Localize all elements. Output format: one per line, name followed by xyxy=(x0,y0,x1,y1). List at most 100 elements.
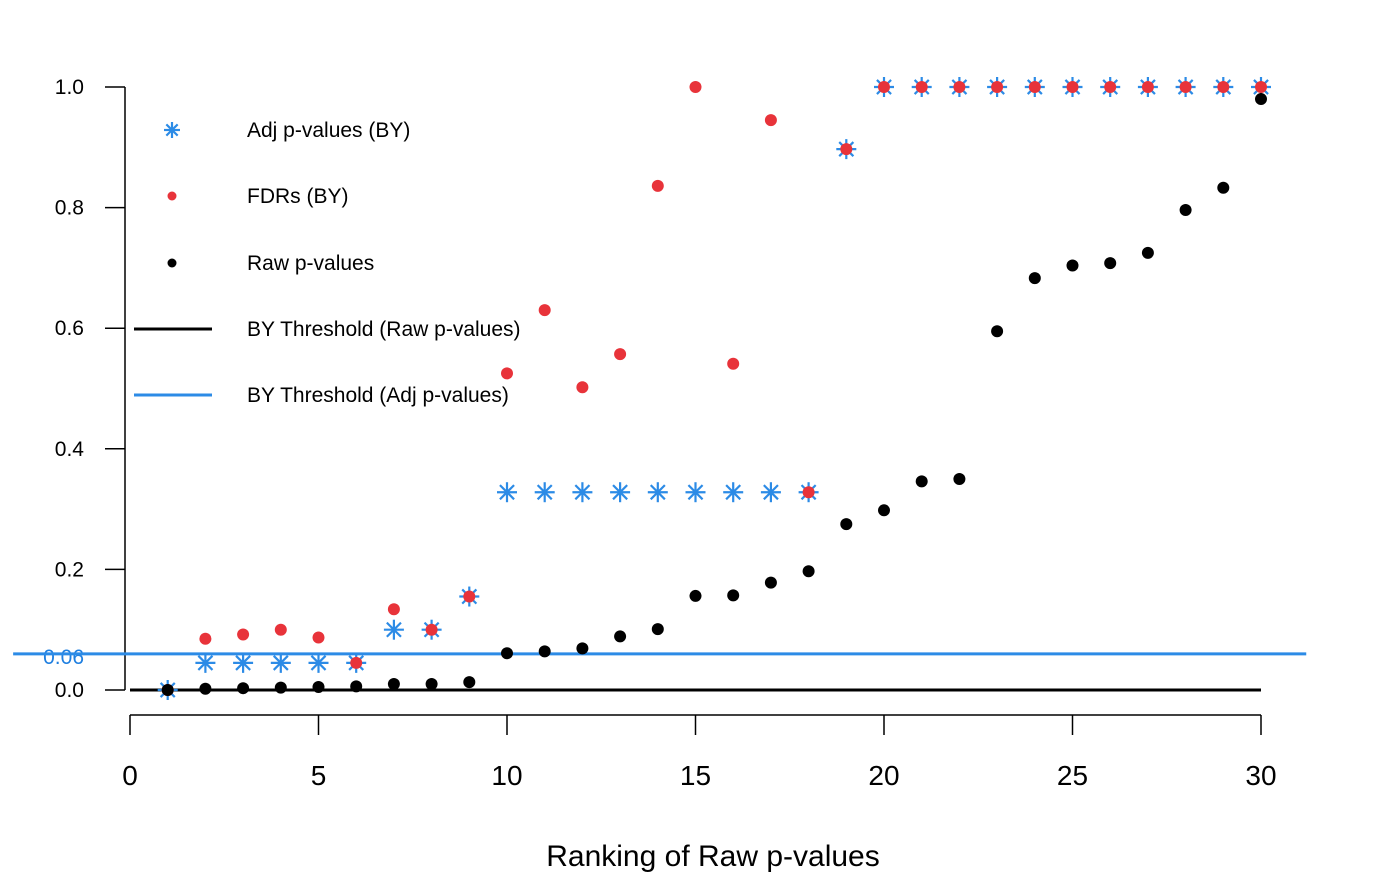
adj-pvalue-point xyxy=(497,482,517,503)
raw-pvalue-point xyxy=(953,472,966,485)
legend-label: Raw p-values xyxy=(247,252,374,275)
raw-pvalue-point xyxy=(237,682,250,695)
y-tick-label: 0.8 xyxy=(55,197,84,220)
adj-pvalue-point xyxy=(534,482,555,503)
x-axis: 0 5 10 15 20 25 30 xyxy=(122,714,1277,791)
fdr-point xyxy=(878,81,890,93)
adj-pvalue-point xyxy=(195,652,216,673)
raw-pvalue-point xyxy=(727,589,740,602)
raw-pvalue-point xyxy=(1179,204,1192,217)
y-tick-label: 1.0 xyxy=(55,76,84,99)
x-axis-title: Ranking of Raw p-values xyxy=(546,840,880,873)
x-tick-label: 25 xyxy=(1057,760,1088,791)
raw-pvalue-point xyxy=(387,677,400,690)
fdr-point xyxy=(1255,81,1267,93)
raw-pvalue-point xyxy=(689,589,702,602)
legend-item: BY Threshold (Raw p-values) xyxy=(134,318,521,341)
x-tick-label: 5 xyxy=(311,760,327,791)
y-tick-label: 0.2 xyxy=(55,558,84,581)
raw-pvalue-point xyxy=(350,680,363,693)
fdr-point xyxy=(915,81,928,93)
fdr-point xyxy=(1066,81,1079,93)
plot-area xyxy=(157,77,1271,700)
raw-pvalue-point xyxy=(614,630,627,643)
fdr-point xyxy=(501,367,513,380)
x-tick-label: 30 xyxy=(1245,760,1276,791)
y-tick-label: 0.6 xyxy=(55,317,84,340)
raw-pvalue-point xyxy=(764,576,777,589)
raw-pvalue-point xyxy=(1255,93,1267,106)
x-tick-label: 0 xyxy=(122,760,138,791)
x-tick-label: 10 xyxy=(491,760,522,791)
legend-item: FDRs (BY) xyxy=(167,185,349,208)
fdr-point xyxy=(1028,81,1041,93)
adj-pvalue-point xyxy=(610,482,631,503)
legend-label: BY Threshold (Raw p-values) xyxy=(247,318,521,341)
fdr-point xyxy=(614,348,627,361)
raw-pvalue-point xyxy=(199,682,212,695)
fdr-point xyxy=(463,590,476,603)
series-raw-p-values xyxy=(161,93,1267,696)
raw-pvalue-point xyxy=(878,504,890,517)
fdr-point xyxy=(199,632,212,645)
fdr-point xyxy=(312,631,325,644)
y-threshold-tick-label: 0.06 xyxy=(43,646,84,669)
fdr-point xyxy=(651,179,664,192)
adj-pvalue-point xyxy=(572,482,593,503)
fdr-point xyxy=(274,623,287,636)
fdr-point xyxy=(991,81,1004,93)
legend-item: BY Threshold (Adj p-values) xyxy=(134,384,509,407)
adj-pvalue-point xyxy=(647,482,668,503)
raw-pvalue-point xyxy=(802,565,815,578)
raw-pvalue-point xyxy=(1141,246,1154,259)
legend: Adj p-values (BY) FDRs (BY) Raw p-values BY… xyxy=(134,119,521,407)
adj-pvalue-point xyxy=(270,652,291,673)
fdr-point xyxy=(1179,81,1192,93)
raw-pvalue-point xyxy=(576,642,589,655)
fdr-point xyxy=(538,304,551,317)
y-axis: 0.0 0.2 0.4 0.6 0.8 1.0 0.06 xyxy=(43,76,126,702)
raw-pvalue-point xyxy=(463,676,476,689)
fdr-point xyxy=(727,357,740,370)
y-tick-label: 0.0 xyxy=(55,679,84,702)
raw-pvalue-point xyxy=(1028,272,1041,285)
adj-pvalue-point xyxy=(723,482,744,503)
fdr-point xyxy=(764,114,777,127)
adj-pvalue-point xyxy=(233,652,254,673)
adj-pvalue-point xyxy=(383,619,404,640)
legend-asterisk-icon xyxy=(164,122,180,138)
adj-pvalue-point xyxy=(685,482,706,503)
y-tick-label: 0.4 xyxy=(55,438,85,461)
raw-pvalue-point xyxy=(161,684,174,696)
legend-item: Adj p-values (BY) xyxy=(164,119,410,142)
legend-dot-icon xyxy=(167,258,177,268)
fdr-point xyxy=(350,656,363,669)
raw-pvalue-point xyxy=(1066,259,1079,272)
fdr-point xyxy=(953,81,966,93)
fdr-point xyxy=(689,81,702,93)
fdr-point xyxy=(1141,81,1154,93)
raw-pvalue-point xyxy=(840,518,853,531)
fdr-point xyxy=(1217,81,1230,93)
raw-pvalue-point xyxy=(274,681,287,694)
fdr-point xyxy=(840,143,853,156)
fdr-point xyxy=(576,381,589,394)
fdr-point xyxy=(802,486,815,499)
legend-dot-icon xyxy=(167,191,177,201)
adj-pvalue-point xyxy=(308,652,329,673)
fdr-point xyxy=(425,623,438,636)
raw-pvalue-point xyxy=(651,623,664,636)
raw-pvalue-point xyxy=(538,645,551,658)
raw-pvalue-point xyxy=(501,647,513,660)
fdr-point xyxy=(1104,81,1117,93)
raw-pvalue-point xyxy=(425,677,438,690)
adj-pvalue-point xyxy=(760,482,781,503)
legend-label: Adj p-values (BY) xyxy=(247,119,410,142)
legend-item: Raw p-values xyxy=(167,252,374,275)
fdr-point xyxy=(387,603,400,616)
x-tick-label: 20 xyxy=(868,760,899,791)
raw-pvalue-point xyxy=(915,475,928,488)
legend-label: BY Threshold (Adj p-values) xyxy=(247,384,509,407)
raw-pvalue-point xyxy=(1217,181,1230,194)
